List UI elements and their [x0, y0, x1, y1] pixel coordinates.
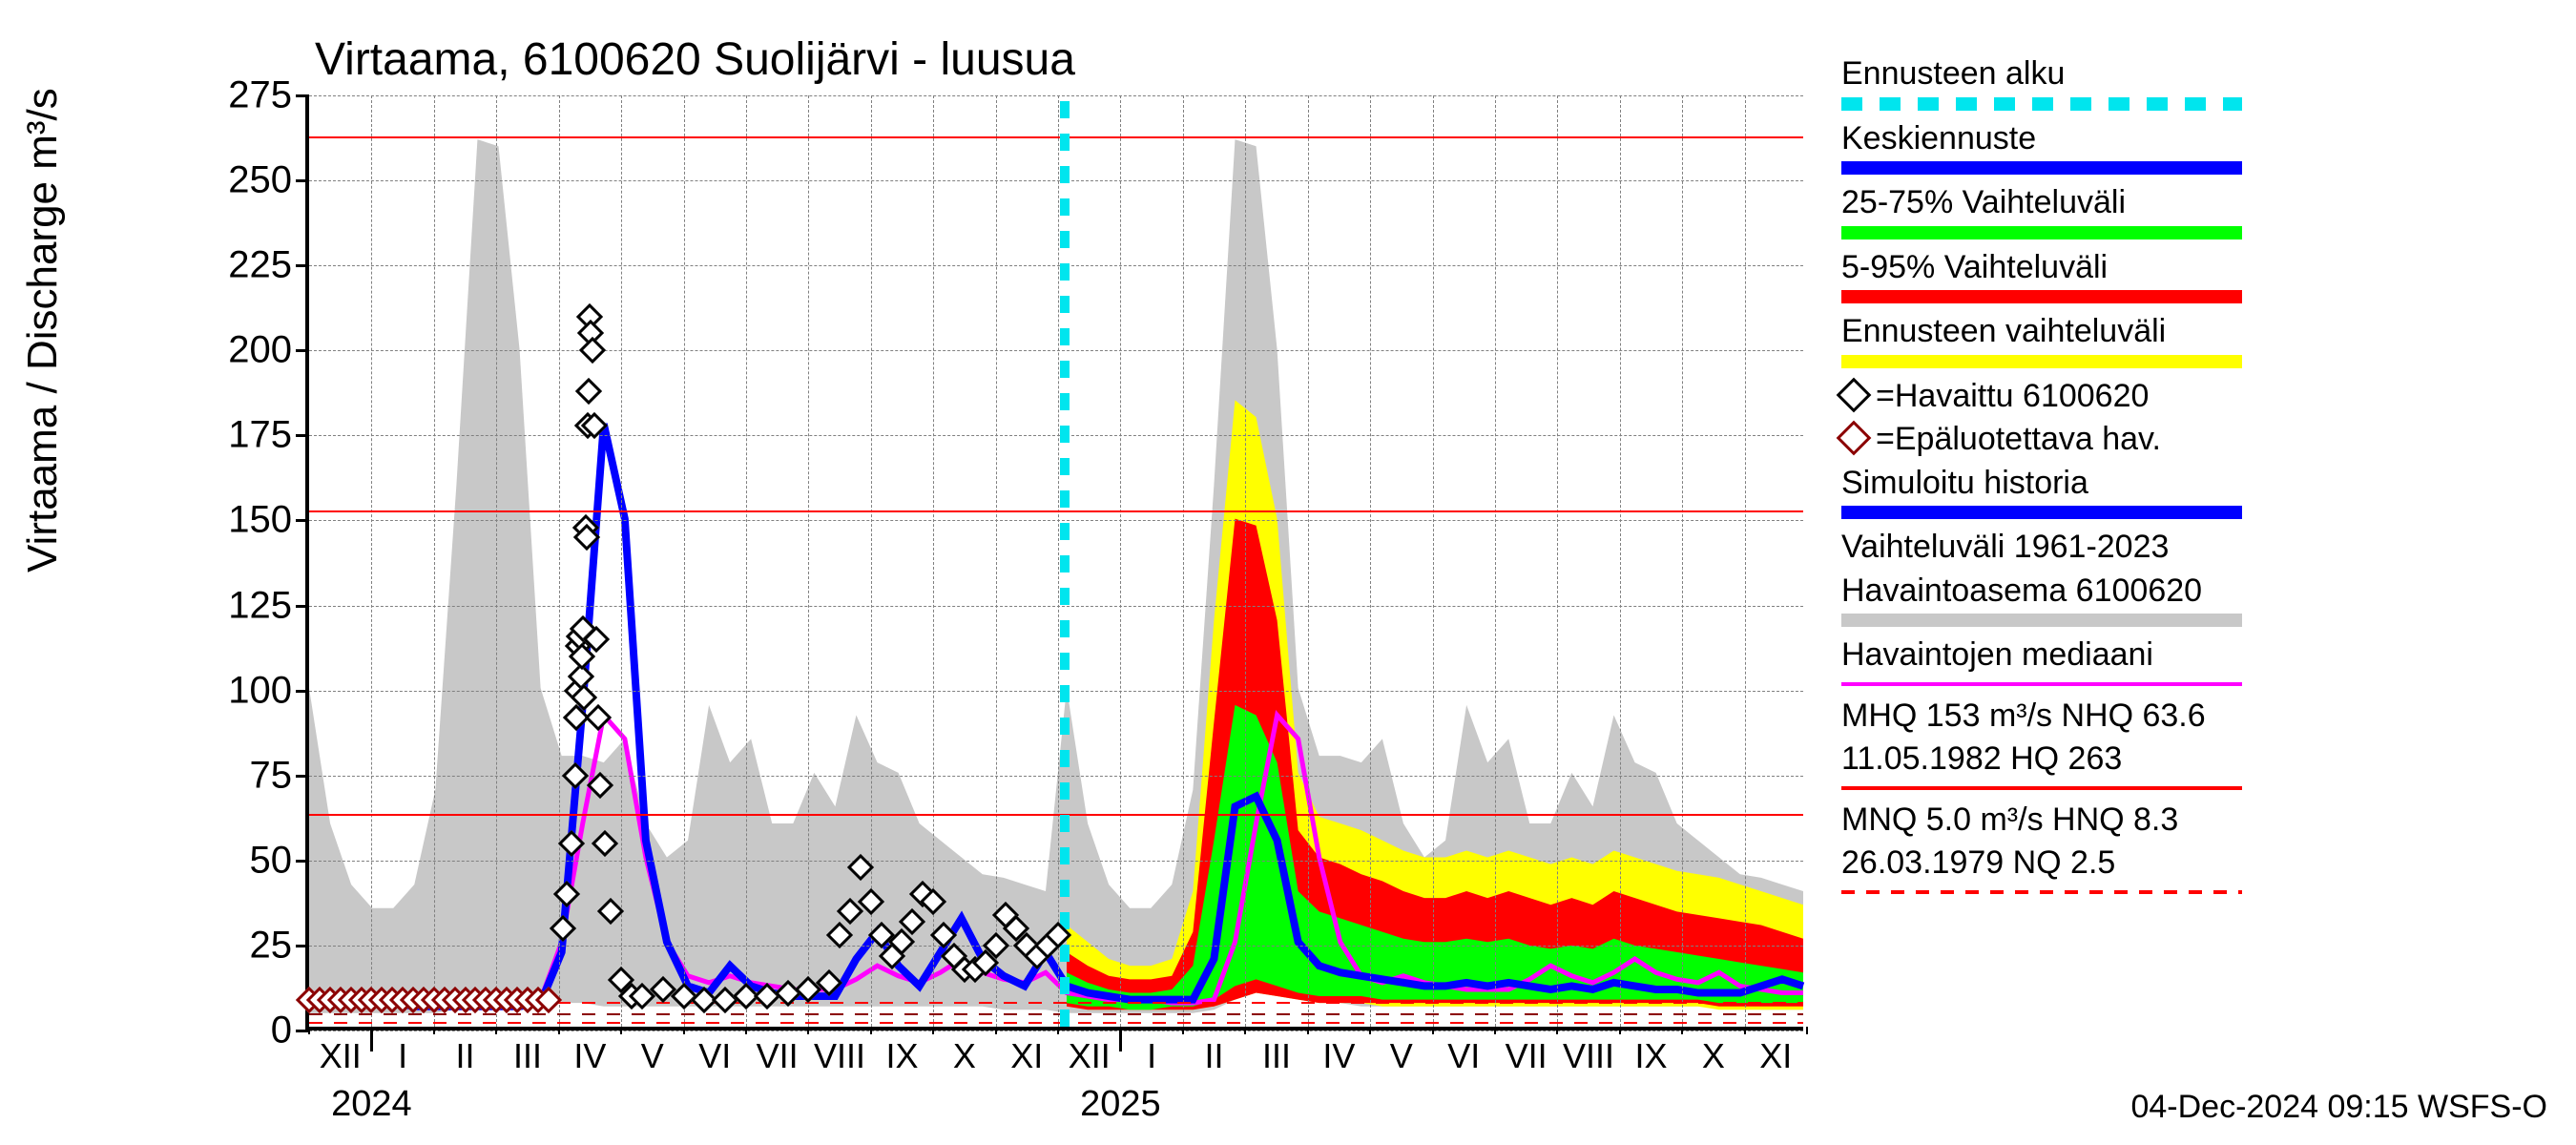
chart-title: Virtaama, 6100620 Suolijärvi - luusua [315, 33, 1075, 86]
legend-item: 25-75% Vaihteluväli [1841, 182, 2547, 239]
forecast-start-line [1060, 95, 1070, 1027]
legend-label: MHQ 153 m³/s NHQ 63.6 [1841, 696, 2547, 738]
x-month-label: XI [1759, 1027, 1792, 1076]
diamond-icon [1837, 421, 1872, 456]
reference-line [309, 1013, 1803, 1015]
legend: Ennusteen alku Keskiennuste 25-75% Vaihtel… [1841, 53, 2547, 904]
x-month-label: VII [757, 1027, 799, 1076]
legend-swatch [1841, 506, 2242, 519]
legend-label: 11.05.1982 HQ 263 [1841, 739, 2547, 781]
chart-footer: 04-Dec-2024 09:15 WSFS-O [2130, 1089, 2547, 1126]
x-month-label: VIII [1563, 1027, 1614, 1076]
diamond-icon [1837, 377, 1872, 412]
legend-item: =Epäluotettava hav. [1841, 419, 2547, 461]
legend-label: 26.03.1979 NQ 2.5 [1841, 843, 2547, 885]
reference-line [309, 510, 1803, 512]
x-month-label: X [953, 1027, 976, 1076]
legend-label: Ennusteen vaihteluväli [1841, 311, 2547, 353]
x-month-label: VI [698, 1027, 731, 1076]
legend-label: Simuloitu historia [1841, 463, 2547, 505]
legend-item: Vaihteluväli 1961-2023 [1841, 527, 2547, 569]
legend-label: 5-95% Vaihteluväli [1841, 247, 2547, 289]
plot-area: 0255075100125150175200225250275XIIIIIIII… [305, 95, 1803, 1030]
x-month-label: IX [885, 1027, 918, 1076]
legend-label: =Epäluotettava hav. [1876, 421, 2161, 457]
x-month-label: IX [1634, 1027, 1667, 1076]
legend-label: Havaintoasema 6100620 [1841, 571, 2547, 613]
y-axis-label: Virtaama / Discharge m³/s [19, 88, 67, 572]
x-month-label: IV [573, 1027, 606, 1076]
x-month-label: X [1702, 1027, 1725, 1076]
x-month-label: V [1390, 1027, 1413, 1076]
x-month-label: XI [1010, 1027, 1043, 1076]
chart-lines-svg [309, 95, 1803, 1027]
legend-label: Keskiennuste [1841, 118, 2547, 160]
legend-swatch [1841, 290, 2242, 303]
legend-item: Simuloitu historia [1841, 463, 2547, 520]
x-month-label: III [513, 1027, 542, 1076]
legend-item: 11.05.1982 HQ 263 [1841, 739, 2547, 790]
x-month-label: II [1205, 1027, 1224, 1076]
legend-swatch [1841, 355, 2242, 368]
legend-swatch [1841, 890, 2242, 894]
x-month-label: II [456, 1027, 475, 1076]
legend-swatch [1841, 786, 2242, 790]
x-month-label: IV [1322, 1027, 1355, 1076]
x-month-label: VI [1447, 1027, 1480, 1076]
legend-label: Ennusteen alku [1841, 53, 2547, 95]
legend-item: =Havaittu 6100620 [1841, 376, 2547, 418]
legend-swatch [1841, 682, 2242, 686]
reference-line [309, 1022, 1803, 1024]
legend-item: 5-95% Vaihteluväli [1841, 247, 2547, 304]
x-month-label: VII [1506, 1027, 1548, 1076]
legend-label: Vaihteluväli 1961-2023 [1841, 527, 2547, 569]
x-year-label: 2024 [331, 1027, 412, 1125]
reference-line [309, 136, 1803, 138]
legend-swatch [1841, 97, 2242, 111]
legend-item: Ennusteen vaihteluväli [1841, 311, 2547, 368]
legend-item: Havaintojen mediaani [1841, 635, 2547, 686]
legend-swatch [1841, 161, 2242, 175]
legend-item: Havaintoasema 6100620 [1841, 571, 2547, 628]
x-month-label: VIII [814, 1027, 865, 1076]
legend-label: MNQ 5.0 m³/s HNQ 8.3 [1841, 800, 2547, 842]
legend-item: MNQ 5.0 m³/s HNQ 8.3 [1841, 800, 2547, 842]
legend-item: Keskiennuste [1841, 118, 2547, 176]
discharge-forecast-chart: Virtaama, 6100620 Suolijärvi - luusua Vi… [0, 0, 2576, 1145]
legend-item: 26.03.1979 NQ 2.5 [1841, 843, 2547, 894]
reference-line [309, 814, 1803, 816]
x-year-label: 2025 [1080, 1027, 1161, 1125]
legend-label: 25-75% Vaihteluväli [1841, 182, 2547, 224]
legend-item: MHQ 153 m³/s NHQ 63.6 [1841, 696, 2547, 738]
legend-item: Ennusteen alku [1841, 53, 2547, 111]
legend-swatch [1841, 226, 2242, 239]
legend-swatch [1841, 614, 2242, 627]
x-month-label: III [1262, 1027, 1291, 1076]
legend-label: =Havaittu 6100620 [1876, 378, 2149, 414]
x-month-label: V [641, 1027, 664, 1076]
legend-label: Havaintojen mediaani [1841, 635, 2547, 677]
